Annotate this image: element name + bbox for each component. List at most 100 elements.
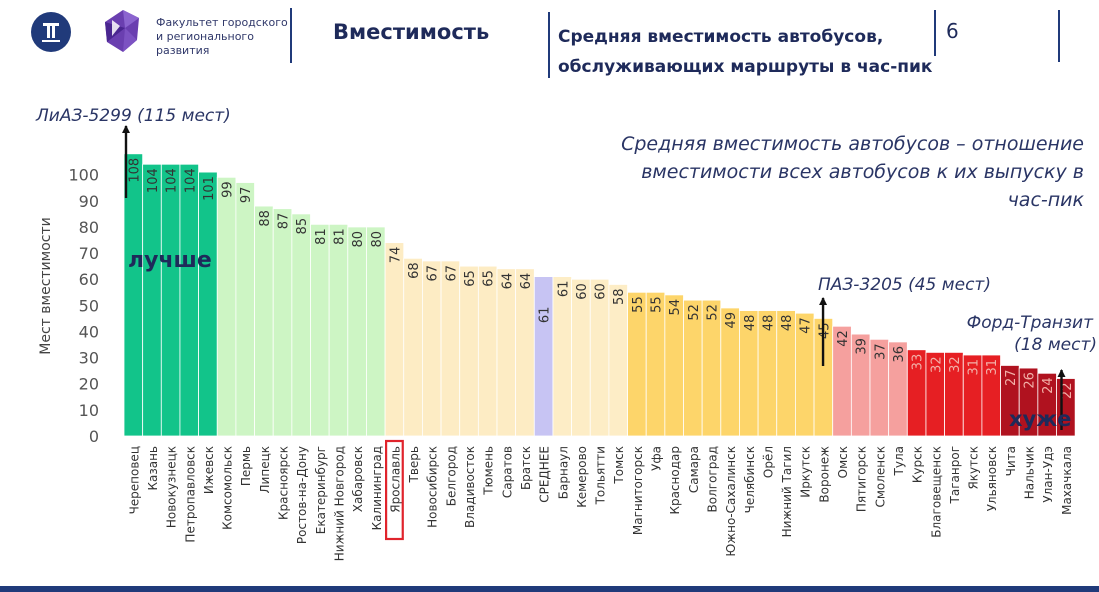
bar-Комсомольск bbox=[216, 176, 237, 437]
arrow-liaz-head bbox=[122, 125, 130, 133]
value-label: 22 bbox=[1060, 383, 1075, 400]
bar-Липецк bbox=[254, 205, 274, 437]
category-label-Тверь: Тверь bbox=[407, 446, 421, 483]
header-divider bbox=[290, 8, 292, 63]
category-label-Нальчик: Нальчик bbox=[1023, 446, 1037, 499]
page-number: 6 bbox=[946, 19, 959, 43]
bar-Тюмень bbox=[477, 265, 498, 437]
value-label: 26 bbox=[1023, 372, 1038, 389]
value-label: 61 bbox=[538, 307, 553, 324]
value-label: 48 bbox=[780, 315, 795, 332]
value-label: 36 bbox=[892, 346, 907, 363]
category-label-Пятигорск: Пятигорск bbox=[855, 446, 869, 512]
category-label-Воронеж: Воронеж bbox=[817, 446, 831, 503]
y-tick-label: 60 bbox=[79, 270, 99, 289]
bar-Казань bbox=[142, 163, 162, 437]
value-label: 39 bbox=[855, 338, 870, 355]
value-label: 27 bbox=[1004, 369, 1019, 386]
bar-Ижевск bbox=[198, 171, 218, 437]
value-label: 31 bbox=[967, 359, 982, 376]
value-label: 80 bbox=[370, 231, 385, 248]
y-tick-label: 20 bbox=[79, 375, 99, 394]
value-label: 31 bbox=[985, 359, 1000, 376]
value-label: 60 bbox=[575, 283, 590, 300]
value-label: 48 bbox=[761, 315, 776, 332]
category-label-Казань: Казань bbox=[146, 446, 160, 491]
value-label: 67 bbox=[444, 265, 459, 282]
value-label: 55 bbox=[631, 296, 646, 313]
value-label: 49 bbox=[724, 312, 739, 329]
value-label: 45 bbox=[817, 322, 832, 339]
bar-Белгород bbox=[440, 260, 461, 437]
university-logo bbox=[31, 12, 71, 52]
category-label-Череповец: Череповец bbox=[127, 446, 141, 514]
definition-note: Средняя вместимость автобусов – отношени… bbox=[621, 133, 1084, 211]
value-label: 85 bbox=[295, 218, 310, 235]
y-tick-label: 70 bbox=[79, 244, 99, 263]
category-label-Томск: Томск bbox=[612, 446, 626, 485]
category-label-Махачкала: Махачкала bbox=[1060, 446, 1074, 515]
bar-Калининград bbox=[366, 226, 386, 437]
category-label-Иркутск: Иркутск bbox=[799, 446, 813, 498]
bar-Новосибирск bbox=[421, 260, 442, 437]
bar-Екатеринбург bbox=[310, 223, 330, 437]
category-label-Братск: Братск bbox=[519, 446, 533, 490]
category-label-Благовещенск: Благовещенск bbox=[929, 446, 943, 538]
header-divider bbox=[934, 10, 936, 56]
category-label-Владивосток: Владивосток bbox=[463, 446, 477, 528]
value-label: 54 bbox=[668, 299, 683, 316]
value-label: 67 bbox=[426, 265, 441, 282]
bar-Новокузнецк bbox=[160, 163, 181, 437]
faculty-name: Факультет городского и регионального раз… bbox=[156, 16, 288, 57]
value-label: 64 bbox=[500, 273, 515, 290]
category-label-Калининград: Калининград bbox=[370, 446, 384, 530]
category-label-Чита: Чита bbox=[1004, 446, 1018, 476]
bar-Кемерово bbox=[571, 278, 591, 437]
category-label-Омск: Омск bbox=[836, 446, 850, 478]
category-label-Пермь: Пермь bbox=[239, 446, 253, 486]
bar-Петропавловск bbox=[179, 163, 199, 437]
value-label: 81 bbox=[314, 228, 329, 245]
value-label: 104 bbox=[146, 168, 161, 193]
value-label: 24 bbox=[1041, 377, 1056, 394]
arrow-paz-head bbox=[819, 297, 828, 305]
value-label: 33 bbox=[911, 354, 926, 371]
bar-Барнаул bbox=[552, 276, 573, 437]
category-label-СРЕДНЕЕ: СРЕДНЕЕ bbox=[538, 446, 552, 503]
header-divider bbox=[1058, 10, 1060, 62]
university-logo-icon bbox=[42, 23, 60, 42]
bar-Саратов bbox=[496, 268, 517, 437]
category-label-Хабаровск: Хабаровск bbox=[351, 446, 365, 512]
category-label-Нижний Тагил: Нижний Тагил bbox=[780, 446, 794, 537]
annotation-liaz: ЛиАЗ-5299 (115 мест) bbox=[35, 106, 231, 126]
label-better: лучше bbox=[128, 248, 212, 273]
value-label: 104 bbox=[165, 168, 180, 193]
value-label: 101 bbox=[202, 176, 217, 201]
bar-Уфа bbox=[645, 291, 666, 437]
annotation-paz: ПАЗ-3205 (45 мест) bbox=[818, 275, 991, 295]
category-label-Волгоград: Волгоград bbox=[705, 446, 719, 512]
category-label-Нижний Новгород: Нижний Новгород bbox=[332, 446, 346, 561]
category-label-Челябинск: Челябинск bbox=[743, 446, 757, 513]
annotation-ford-line1: Форд-Транзит bbox=[967, 313, 1095, 333]
category-label-Саратов: Саратов bbox=[500, 446, 514, 498]
value-label: 97 bbox=[239, 187, 254, 204]
header-divider bbox=[548, 12, 550, 78]
category-label-Кемерово: Кемерово bbox=[575, 446, 589, 508]
bar-СРЕДНЕЕ bbox=[533, 276, 554, 437]
bar-Тверь bbox=[403, 257, 423, 437]
y-tick-label: 100 bbox=[68, 166, 99, 185]
bar-Нижний Новгород bbox=[328, 223, 349, 437]
value-label: 60 bbox=[594, 283, 609, 300]
category-label-Новокузнецк: Новокузнецк bbox=[165, 446, 179, 528]
value-label: 58 bbox=[612, 288, 627, 305]
value-label: 104 bbox=[183, 168, 198, 193]
value-label: 52 bbox=[705, 304, 720, 321]
bar-Ярославль bbox=[384, 242, 405, 437]
category-label-Ульяновск: Ульяновск bbox=[985, 446, 999, 511]
value-label: 32 bbox=[929, 356, 944, 373]
category-label-Тула: Тула bbox=[892, 446, 906, 476]
y-tick-label: 50 bbox=[79, 296, 99, 315]
annotation-ford-line2: (18 мест) bbox=[1014, 335, 1097, 355]
